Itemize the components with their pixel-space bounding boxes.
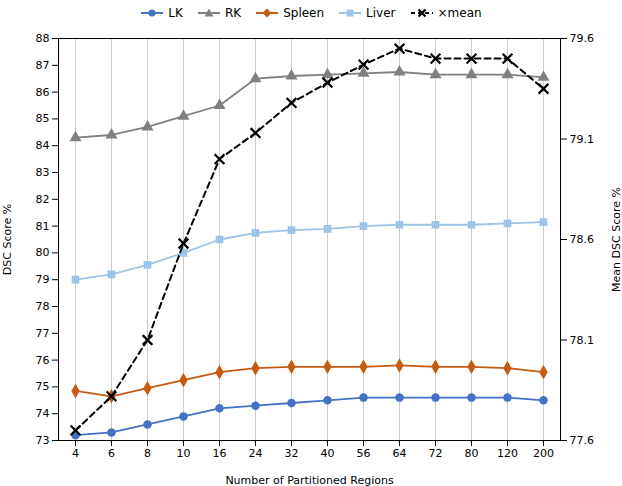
svg-text:86: 86	[36, 86, 50, 99]
svg-text:56: 56	[357, 447, 371, 460]
svg-text:81: 81	[36, 220, 50, 233]
svg-text:88: 88	[36, 32, 50, 45]
svg-text:16: 16	[213, 447, 227, 460]
svg-text:72: 72	[429, 447, 443, 460]
svg-text:77: 77	[36, 327, 50, 340]
svg-text:87: 87	[36, 59, 50, 72]
html-text:RK: RK	[224, 6, 242, 20]
svg-text:120: 120	[497, 447, 518, 460]
svg-text:83: 83	[36, 166, 50, 179]
svg-text:78.6: 78.6	[570, 233, 595, 246]
svg-text:6: 6	[108, 447, 115, 460]
svg-text:200: 200	[533, 447, 554, 460]
svg-text:24: 24	[249, 447, 263, 460]
svg-text:80: 80	[465, 447, 479, 460]
svg-text:82: 82	[36, 193, 50, 206]
svg-text:Mean DSC Score %: Mean DSC Score %	[610, 187, 622, 292]
svg-text:64: 64	[393, 447, 407, 460]
svg-text:DSC Score %: DSC Score %	[1, 204, 14, 275]
svg-text:10: 10	[177, 447, 191, 460]
html-text:Liver: Liver	[366, 6, 396, 20]
svg-text:40: 40	[321, 447, 335, 460]
svg-text:78: 78	[36, 300, 50, 313]
svg-text:74: 74	[36, 407, 50, 420]
svg-text:78.1: 78.1	[570, 334, 595, 347]
svg-text:79: 79	[36, 273, 50, 286]
svg-text:80: 80	[36, 246, 50, 259]
svg-text:77.6: 77.6	[570, 434, 595, 447]
svg-text:4: 4	[72, 447, 79, 460]
html-text:×mean: ×mean	[437, 6, 482, 20]
svg-text:Number of Partitioned Regions: Number of Partitioned Regions	[225, 474, 394, 486]
html-text:Spleen: Spleen	[283, 6, 325, 20]
svg-text:8: 8	[144, 447, 151, 460]
svg-text:75: 75	[36, 380, 50, 393]
svg-text:79.6: 79.6	[570, 32, 595, 45]
svg-text:85: 85	[36, 112, 50, 125]
html-text:LK: LK	[168, 6, 183, 20]
svg-text:84: 84	[36, 139, 50, 152]
svg-text:79.1: 79.1	[570, 133, 595, 146]
svg-text:73: 73	[36, 434, 50, 447]
svg-text:76: 76	[36, 354, 50, 367]
svg-text:32: 32	[285, 447, 299, 460]
